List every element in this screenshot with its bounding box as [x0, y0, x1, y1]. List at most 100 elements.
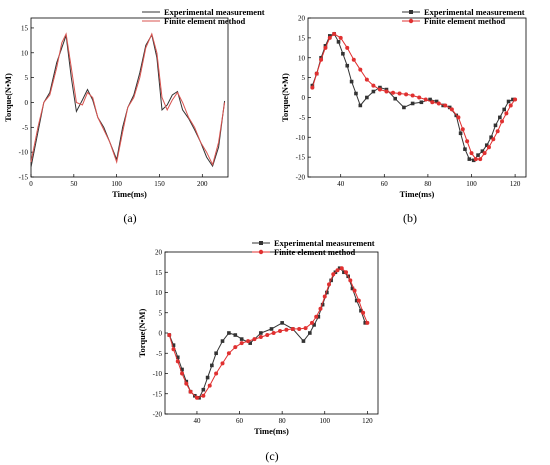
data-point-exp — [358, 103, 363, 108]
y-tick-label: 15 — [298, 34, 306, 42]
legend-marker-exp — [409, 10, 413, 14]
data-point-exp — [180, 367, 184, 372]
legend-label-fem: Finite element method — [274, 247, 355, 257]
data-point-exp — [325, 290, 329, 295]
legend-label-fem: Finite element method — [164, 16, 245, 26]
y-tick-label: 5 — [302, 74, 306, 82]
y-tick-label: -10 — [153, 370, 163, 378]
x-tick-label: 120 — [362, 417, 373, 425]
series-line-fem — [168, 267, 368, 399]
data-point-fem — [323, 45, 328, 50]
data-point-fem — [404, 92, 409, 97]
panel-caption: (c) — [265, 449, 278, 463]
data-point-fem — [345, 45, 350, 50]
data-point-fem — [436, 101, 441, 106]
data-point-fem — [443, 103, 448, 108]
y-tick-label: 20 — [155, 249, 163, 257]
legend-label-exp: Experimental measurement — [424, 7, 525, 17]
data-point-exp — [480, 149, 485, 153]
data-point-fem — [335, 268, 340, 273]
data-point-exp — [342, 270, 346, 275]
data-point-fem — [391, 90, 396, 95]
data-point-fem — [410, 93, 415, 98]
data-point-exp — [371, 89, 376, 94]
plot-frame — [164, 251, 379, 415]
data-point-fem — [513, 97, 518, 102]
data-point-exp — [365, 95, 369, 100]
data-point-fem — [318, 306, 323, 311]
data-point-fem — [460, 127, 465, 132]
data-point-fem — [290, 326, 295, 331]
data-point-exp — [227, 331, 231, 335]
y-tick-label: 0 — [25, 99, 29, 107]
data-point-exp — [393, 96, 397, 101]
data-point-fem — [397, 91, 402, 96]
panel-caption: (a) — [123, 211, 136, 225]
data-point-fem — [314, 314, 319, 319]
chart-panel-b: 40 60 80 100 120 -20 -15 -10 -5 0 5 10 15 20 Time(ms) T… — [280, 7, 527, 225]
data-point-fem — [188, 389, 193, 394]
data-point-exp — [239, 337, 244, 341]
data-point-fem — [167, 333, 172, 338]
data-point-fem — [214, 371, 219, 376]
data-point-exp — [467, 157, 472, 161]
data-point-fem — [486, 145, 491, 150]
data-point-exp — [184, 379, 189, 384]
y-axis-label: Torque(N•M) — [280, 73, 290, 122]
legend-label-exp: Experimental measurement — [274, 238, 375, 248]
data-point-exp — [269, 327, 274, 331]
data-point-exp — [349, 79, 354, 84]
y-tick-label: 0 — [302, 94, 306, 102]
data-point-fem — [309, 320, 314, 325]
x-tick-label: 100 — [111, 180, 122, 188]
chart-panel-c: 40 60 80 100 120 -20 -15 -10 -5 0 5 10 15 20 Time(ms) T… — [137, 238, 379, 463]
y-tick-label: -15 — [153, 390, 163, 398]
data-point-fem — [271, 331, 276, 335]
data-point-exp — [511, 97, 515, 102]
data-point-fem — [384, 89, 389, 94]
data-point-fem — [508, 103, 513, 108]
data-point-fem — [364, 77, 369, 82]
data-point-fem — [417, 95, 422, 100]
data-point-exp — [233, 333, 238, 337]
data-point-fem — [365, 320, 370, 325]
data-point-fem — [339, 266, 344, 271]
y-tick-label: -5 — [22, 124, 28, 132]
x-tick-label: 60 — [236, 417, 244, 425]
data-point-exp — [308, 331, 312, 335]
plot-frame — [307, 17, 527, 178]
y-tick-label: 10 — [155, 289, 163, 297]
data-point-fem — [314, 71, 319, 76]
data-point-fem — [491, 137, 496, 142]
x-tick-label: 40 — [193, 417, 201, 425]
data-point-exp — [428, 97, 432, 102]
y-tick-label: -10 — [19, 149, 29, 157]
data-point-fem — [327, 282, 332, 287]
x-axis-label: Time(ms) — [400, 189, 435, 199]
x-tick-label: 50 — [70, 180, 78, 188]
data-point-fem — [465, 139, 470, 144]
x-tick-label: 150 — [154, 180, 165, 188]
data-point-fem — [495, 129, 500, 134]
data-point-fem — [252, 337, 257, 342]
y-tick-label: 10 — [298, 54, 306, 62]
y-tick-label: -15 — [296, 154, 306, 162]
data-point-fem — [207, 383, 212, 388]
x-tick-label: 120 — [510, 180, 521, 188]
data-point-exp — [205, 375, 210, 380]
y-tick-label: 15 — [155, 269, 163, 277]
data-point-fem — [220, 361, 225, 366]
data-point-exp — [280, 321, 284, 325]
data-point-fem — [371, 83, 376, 88]
data-point-exp — [248, 341, 252, 345]
data-point-exp — [493, 123, 498, 128]
plot-frame — [30, 17, 229, 178]
data-point-exp — [341, 51, 345, 56]
data-point-fem — [284, 327, 289, 332]
data-point-fem — [456, 115, 461, 120]
data-point-exp — [175, 355, 180, 360]
data-point-exp — [171, 343, 176, 347]
data-point-fem — [358, 67, 363, 72]
y-axis-label: Torque(N•M) — [137, 308, 147, 357]
data-point-exp — [312, 323, 316, 327]
